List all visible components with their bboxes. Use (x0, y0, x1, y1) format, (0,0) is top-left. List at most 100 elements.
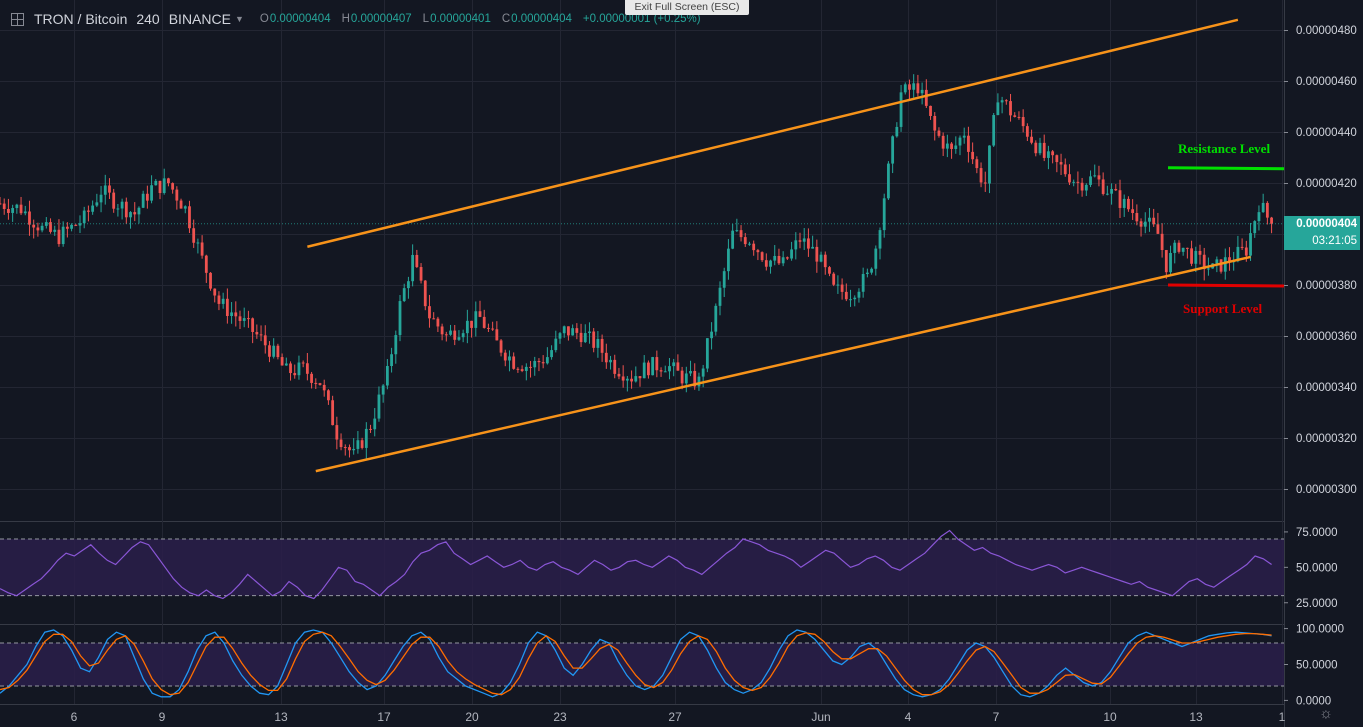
candle-body (992, 115, 996, 146)
candle-body (642, 362, 646, 379)
candle-body (1093, 175, 1097, 177)
candle-body (1084, 184, 1088, 191)
candle-body (1089, 176, 1092, 185)
settings-gear-icon[interactable]: ☼ (1319, 705, 1333, 722)
candle-body (689, 370, 692, 374)
candle-body (672, 362, 676, 367)
candle-body (91, 205, 95, 212)
last-price-badge: 0.00000404 (1284, 216, 1360, 233)
candle-body (655, 357, 659, 371)
candle-body (832, 273, 836, 285)
candle-body (554, 338, 558, 351)
candle-body (1185, 247, 1189, 249)
candle-body (550, 350, 553, 358)
low-value: 0.00000401 (430, 13, 491, 25)
candle-body (478, 311, 482, 317)
candle-body (487, 327, 490, 329)
candle-body (1219, 259, 1223, 272)
candle-body (99, 194, 103, 203)
candle-body (65, 226, 69, 229)
candle-body (179, 200, 183, 209)
expand-icon[interactable] (11, 12, 24, 26)
grid (0, 0, 1363, 705)
candle-body (1164, 250, 1168, 273)
x-tick-label: 13 (274, 710, 288, 724)
candle-body (495, 329, 499, 341)
candle-body (335, 425, 339, 440)
candle-body (967, 135, 970, 152)
candle-body (364, 428, 368, 448)
candle-body (255, 331, 259, 335)
candle-body (343, 447, 347, 449)
candle-body (1080, 182, 1084, 191)
candle-body (516, 368, 520, 370)
candle-body (314, 382, 318, 384)
candle-body (95, 202, 99, 206)
candle-body (1194, 250, 1198, 264)
candle-body (1177, 242, 1181, 252)
chevron-down-icon[interactable]: ▼ (234, 14, 244, 24)
candle-body (1198, 250, 1202, 255)
candle-body (1013, 115, 1017, 117)
candle-body (449, 330, 452, 335)
rsi-tick-label: 25.0000 (1296, 598, 1338, 610)
candle-body (878, 230, 882, 249)
candle-body (849, 299, 852, 301)
candle-body (385, 366, 389, 386)
candle-body (1202, 254, 1206, 270)
candle-body (150, 185, 153, 201)
y-tick-label: 0.00000380 (1296, 280, 1357, 292)
candle-body (941, 135, 945, 149)
candle-body (61, 226, 65, 245)
candle-body (120, 201, 124, 209)
candle-body (402, 288, 406, 302)
candle-body (259, 334, 263, 336)
candle-body (899, 92, 903, 127)
interval[interactable]: 240 (136, 11, 160, 27)
candle-body (1059, 162, 1063, 165)
candle-body (735, 230, 739, 232)
candle-body (1135, 213, 1139, 222)
candle-body (213, 288, 217, 296)
candle-body (356, 440, 360, 449)
candle-body (204, 255, 208, 273)
candles (0, 74, 1273, 460)
symbol-name[interactable]: TRON / Bitcoin (34, 11, 128, 27)
candle-body (53, 229, 57, 232)
candle-body (390, 354, 393, 367)
candle-body (1131, 209, 1135, 214)
x-tick-label: 4 (905, 710, 912, 724)
stoch-tick-label: 100.0000 (1296, 624, 1344, 636)
candle-body (983, 182, 987, 184)
candle-body (407, 281, 410, 289)
rsi-pane (0, 529, 1284, 600)
candle-body (541, 362, 545, 364)
candle-body (87, 210, 90, 212)
x-tick-label: 13 (1189, 710, 1203, 724)
candle-body (297, 362, 301, 376)
candle-body (44, 222, 48, 226)
candle-body (381, 385, 385, 395)
candle-body (676, 362, 680, 371)
candle-body (1143, 221, 1147, 227)
stoch-tick-label: 0.0000 (1296, 695, 1331, 707)
candle-body (217, 295, 221, 304)
candle-body (1207, 268, 1210, 270)
candle-body (596, 338, 600, 348)
candle-body (1110, 188, 1113, 194)
candle-body (7, 208, 10, 213)
candle-body (823, 254, 827, 268)
y-tick-label: 0.00000420 (1296, 178, 1357, 190)
candle-body (1122, 198, 1126, 208)
x-tick-label: 10 (1103, 710, 1117, 724)
candle-body (129, 212, 132, 218)
candle-body (891, 136, 895, 164)
candle-body (268, 345, 271, 357)
candle-body (124, 201, 128, 218)
y-tick-label: 0.00000320 (1296, 433, 1357, 445)
candle-body (1265, 202, 1269, 218)
candle-body (415, 254, 419, 268)
exit-fullscreen-button[interactable]: Exit Full Screen (ESC) (625, 0, 749, 15)
